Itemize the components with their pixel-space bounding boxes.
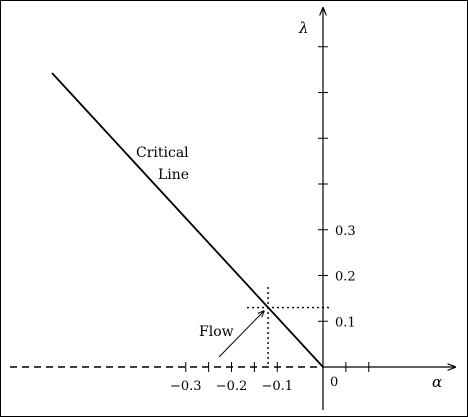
y-tick-label-1: 0.2 [335, 270, 356, 285]
y-axis-label: λ [298, 19, 309, 37]
critical-line-label-1: Critical [136, 145, 189, 161]
x-tick-label-2: −0.1 [261, 379, 293, 394]
flow-arrow [218, 311, 264, 358]
y-tick-label-2: 0.3 [335, 224, 356, 239]
origin-label: 0 [330, 375, 338, 390]
flow-label: Flow [199, 324, 234, 340]
critical-line-label-2: Line [158, 167, 189, 183]
x-axis-label: α [432, 373, 442, 391]
critical-line-series-0 [51, 72, 324, 368]
y-tick-label-0: 0.1 [335, 315, 356, 330]
x-tick-label-1: −0.2 [216, 379, 248, 394]
x-tick-label-0: −0.3 [170, 379, 202, 394]
